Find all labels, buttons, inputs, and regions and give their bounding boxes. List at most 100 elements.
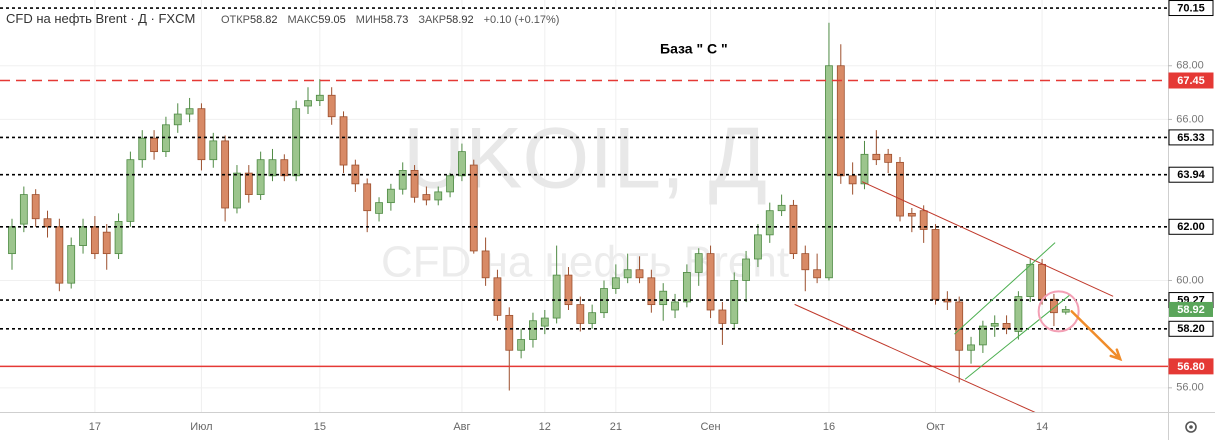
- candle-body: [315, 94, 324, 102]
- candle-body: [434, 191, 443, 201]
- candle-body: [955, 301, 964, 351]
- x-tick-label: 21: [610, 421, 622, 433]
- candle-body: [363, 183, 372, 212]
- candle-body: [564, 274, 573, 306]
- candle-body: [505, 314, 514, 351]
- stat-label: МАКС: [288, 14, 319, 26]
- level-label-box: [1168, 0, 1214, 17]
- candle-body: [1002, 323, 1011, 330]
- candle-body: [233, 172, 241, 209]
- candle-body: [931, 229, 940, 300]
- candle-body: [256, 159, 265, 195]
- level-label: 65.33: [1177, 132, 1205, 144]
- candle-body: [919, 210, 928, 230]
- symbol-title: CFD на нефть Brent · Д · FXCM: [6, 11, 195, 26]
- level-label: 62.00: [1177, 221, 1205, 233]
- candle-body: [197, 108, 206, 161]
- candle-body: [706, 253, 715, 311]
- candle-body: [102, 231, 111, 255]
- candle-body: [114, 221, 123, 255]
- x-tick-label: Окт: [926, 421, 945, 433]
- stat-value: 58.92: [446, 14, 474, 26]
- candle-body: [150, 137, 158, 153]
- level-label: 58.20: [1177, 323, 1205, 335]
- candle-body: [978, 325, 987, 346]
- candle-body: [801, 253, 810, 271]
- stat-value: 58.73: [381, 14, 409, 26]
- y-tick-label: 66.00: [1176, 113, 1204, 125]
- y-tick-label: 60.00: [1176, 274, 1204, 286]
- candle-body: [1026, 263, 1035, 297]
- x-tick-label: Сен: [700, 421, 720, 433]
- candle-body: [209, 140, 218, 161]
- candle-body: [1061, 309, 1070, 313]
- candle-body: [67, 245, 76, 284]
- candle-body: [138, 137, 147, 161]
- candle-body: [990, 323, 999, 327]
- candle-body: [469, 164, 478, 252]
- candle-body: [694, 253, 703, 273]
- candle-body: [872, 153, 881, 161]
- candle-body: [327, 94, 336, 118]
- last-price-box: [1169, 301, 1213, 317]
- watermark-symbol: UKOIL, Д: [403, 111, 767, 207]
- trend-line: [964, 294, 1071, 380]
- x-tick-label: 15: [314, 421, 326, 433]
- settings-icon[interactable]: [1185, 421, 1197, 433]
- y-tick-label: 68.00: [1176, 60, 1204, 72]
- trend-line: [954, 242, 1056, 335]
- grid: [0, 0, 1168, 412]
- stat-label: ОТКР: [221, 14, 250, 26]
- level-label-box: [1168, 218, 1214, 235]
- gear[interactable]: [1185, 421, 1197, 433]
- legend-header: CFD на нефть Brent · Д · FXCM ОТКР58.82 М…: [6, 11, 559, 26]
- x-tick-label: 14: [1036, 421, 1048, 433]
- watermark-name: CFD на нефть Brent: [381, 238, 789, 287]
- candle-body: [79, 226, 87, 246]
- y-tick-label: 56.00: [1176, 382, 1204, 394]
- candle-body: [410, 170, 419, 198]
- stat-label: МИН: [356, 14, 381, 26]
- candle-body: [529, 320, 537, 340]
- candle-body: [848, 175, 857, 185]
- candle-body: [611, 277, 620, 289]
- trend-line: [794, 303, 1036, 412]
- candle-body: [43, 218, 52, 228]
- level-label: 63.94: [1177, 169, 1205, 181]
- stat-value: 58.82: [250, 14, 278, 26]
- candle-body: [718, 309, 727, 324]
- candle-body: [458, 151, 466, 177]
- candle-body: [517, 339, 526, 351]
- plot-area: [0, 7, 1168, 412]
- candle-body: [884, 153, 893, 163]
- candle-body: [339, 116, 348, 166]
- candle-body: [90, 226, 99, 255]
- watermark: UKOIL, Д CFD на нефть Brent: [381, 111, 789, 287]
- candle-body: [754, 234, 762, 260]
- candle-body: [742, 258, 750, 281]
- candle-body: [126, 159, 135, 222]
- candle-body: [375, 202, 383, 214]
- level-label-box: [1168, 129, 1214, 146]
- stat-value: 59.05: [318, 14, 346, 26]
- candle-body: [789, 204, 798, 255]
- candle-body: [55, 226, 64, 284]
- candle-body: [422, 194, 431, 201]
- arrow: [1070, 310, 1123, 362]
- candle-body: [398, 170, 407, 190]
- candle-body: [8, 226, 16, 255]
- x-tick-label: 12: [539, 421, 551, 433]
- candle-body: [671, 301, 679, 311]
- level-label: 56.80: [1177, 361, 1205, 373]
- stat-label: ЗАКР: [418, 14, 446, 26]
- gear-hub[interactable]: [1189, 425, 1193, 429]
- candle-body: [860, 153, 869, 185]
- x-tick-label: Июл: [190, 421, 212, 433]
- candle-body: [635, 269, 644, 279]
- candle-body: [481, 250, 490, 279]
- candle-body: [836, 65, 845, 177]
- level-label: 67.45: [1177, 75, 1205, 87]
- candle-body: [552, 274, 561, 319]
- candle-body: [765, 210, 774, 236]
- candle-body: [896, 161, 904, 217]
